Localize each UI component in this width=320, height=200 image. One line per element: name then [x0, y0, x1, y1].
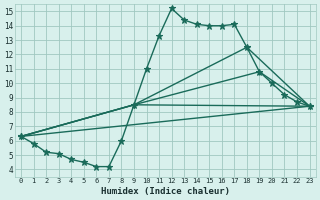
X-axis label: Humidex (Indice chaleur): Humidex (Indice chaleur)	[101, 187, 230, 196]
